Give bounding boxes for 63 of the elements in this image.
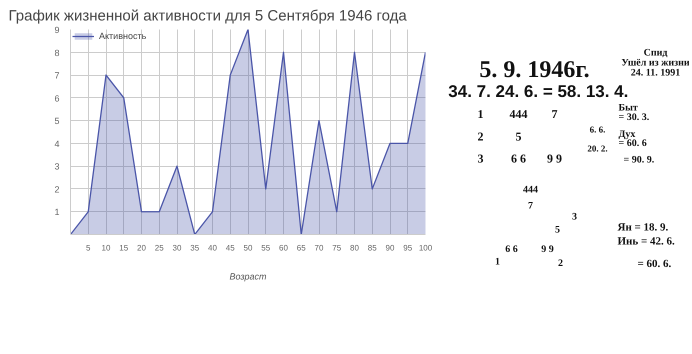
x-tick-label: 100 xyxy=(418,244,433,252)
y-tick-label: 5 xyxy=(54,116,60,126)
x-tick-label: 5 xyxy=(86,244,92,252)
text: Быт xyxy=(618,102,638,114)
text: 20. 2. xyxy=(587,143,608,154)
x-axis-title: Возраст xyxy=(229,272,268,282)
x-tick-label: 75 xyxy=(332,244,342,252)
text: Спид xyxy=(644,47,668,58)
text: Инь = 42. 6. xyxy=(618,236,675,248)
x-tick-label: 40 xyxy=(208,244,218,252)
y-tick-label: 4 xyxy=(54,138,60,149)
text: 24. 11. 1991 xyxy=(630,68,680,79)
x-tick-label: 35 xyxy=(190,244,200,252)
text: 34. 7. 24. 6. = 58. 13. 4. xyxy=(448,82,628,102)
y-tick-label: 6 xyxy=(54,93,60,104)
x-tick-label: 25 xyxy=(154,244,164,252)
text: 1 xyxy=(478,107,484,122)
x-tick-label: 20 xyxy=(137,244,146,252)
text: Ушёл из жизни xyxy=(621,57,690,68)
legend-label: Активность xyxy=(99,31,146,41)
x-tick-label: 30 xyxy=(172,244,182,252)
x-tick-label: 10 xyxy=(102,244,111,252)
text: 9 9 xyxy=(547,151,562,166)
text: 6 6 xyxy=(505,244,518,255)
text: 3 xyxy=(478,151,484,166)
text: = 60. 6. xyxy=(638,258,672,270)
y-tick-label: 7 xyxy=(54,70,60,81)
x-tick-label: 85 xyxy=(368,244,378,252)
text: 9 9 xyxy=(541,244,554,255)
text: Дух xyxy=(618,128,636,140)
text: 5 xyxy=(555,224,560,236)
text: 5 xyxy=(516,130,522,144)
text: 7 xyxy=(528,200,533,212)
text: 3 xyxy=(572,211,577,222)
x-tick-label: 45 xyxy=(226,244,236,252)
x-tick-label: 15 xyxy=(119,244,129,252)
chart-title: График жизненной активности для 5 Сентября 1946 года xyxy=(8,8,408,24)
y-tick-label: 2 xyxy=(54,184,60,194)
y-tick-label: 8 xyxy=(54,48,60,58)
text: Ян = 18. 9. xyxy=(618,222,669,234)
text: = 30. 3. xyxy=(618,112,650,123)
text: 6. 6. xyxy=(590,124,606,135)
text: 6 6 xyxy=(511,151,526,166)
x-tick-label: 65 xyxy=(296,244,306,252)
x-tick-label: 80 xyxy=(350,244,360,252)
x-tick-label: 95 xyxy=(403,244,413,252)
x-tick-label: 60 xyxy=(279,244,288,252)
text: 1 xyxy=(495,256,500,268)
text: 7 xyxy=(552,107,558,122)
text: = 60. 6 xyxy=(618,138,647,150)
x-tick-label: 70 xyxy=(314,244,324,252)
x-tick-label: 55 xyxy=(261,244,271,252)
text: 5. 9. 1946г. xyxy=(479,56,590,83)
x-tick-label: 90 xyxy=(386,244,395,252)
text: 2 xyxy=(558,258,563,270)
x-tick-label: 50 xyxy=(244,244,253,252)
text: 2 xyxy=(478,130,484,144)
text: 444 xyxy=(510,107,528,122)
y-tick-label: 1 xyxy=(54,207,60,218)
text: 444 xyxy=(523,184,538,196)
y-tick-label: 9 xyxy=(54,25,60,35)
y-tick-label: 3 xyxy=(54,162,60,172)
text: = 90. 9. xyxy=(624,154,655,166)
